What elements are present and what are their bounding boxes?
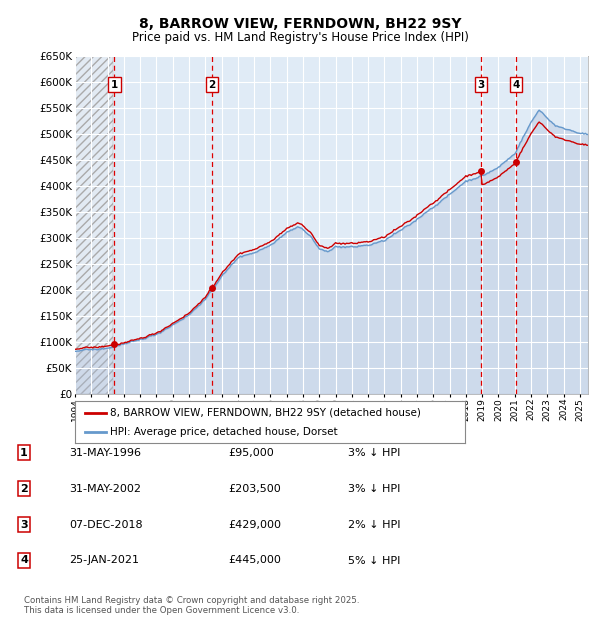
Text: 3: 3 — [478, 79, 485, 89]
Text: 2: 2 — [20, 484, 28, 494]
Text: £429,000: £429,000 — [228, 520, 281, 529]
Text: 31-MAY-1996: 31-MAY-1996 — [69, 448, 141, 458]
Text: 1: 1 — [20, 448, 28, 458]
Text: 07-DEC-2018: 07-DEC-2018 — [69, 520, 143, 529]
Text: Contains HM Land Registry data © Crown copyright and database right 2025.
This d: Contains HM Land Registry data © Crown c… — [24, 596, 359, 615]
Text: 4: 4 — [512, 79, 520, 89]
Text: 4: 4 — [20, 556, 28, 565]
Text: 3% ↓ HPI: 3% ↓ HPI — [348, 448, 400, 458]
Text: 5% ↓ HPI: 5% ↓ HPI — [348, 556, 400, 565]
Text: 31-MAY-2002: 31-MAY-2002 — [69, 484, 141, 494]
Text: 3: 3 — [20, 520, 28, 529]
Text: 2: 2 — [208, 79, 215, 89]
Text: £95,000: £95,000 — [228, 448, 274, 458]
Text: £203,500: £203,500 — [228, 484, 281, 494]
Text: 25-JAN-2021: 25-JAN-2021 — [69, 556, 139, 565]
Text: 3% ↓ HPI: 3% ↓ HPI — [348, 484, 400, 494]
Text: HPI: Average price, detached house, Dorset: HPI: Average price, detached house, Dors… — [110, 427, 338, 437]
Text: 8, BARROW VIEW, FERNDOWN, BH22 9SY: 8, BARROW VIEW, FERNDOWN, BH22 9SY — [139, 17, 461, 32]
Text: Price paid vs. HM Land Registry's House Price Index (HPI): Price paid vs. HM Land Registry's House … — [131, 31, 469, 44]
Text: 1: 1 — [111, 79, 118, 89]
Text: £445,000: £445,000 — [228, 556, 281, 565]
Text: 2% ↓ HPI: 2% ↓ HPI — [348, 520, 401, 529]
Text: 8, BARROW VIEW, FERNDOWN, BH22 9SY (detached house): 8, BARROW VIEW, FERNDOWN, BH22 9SY (deta… — [110, 407, 421, 417]
